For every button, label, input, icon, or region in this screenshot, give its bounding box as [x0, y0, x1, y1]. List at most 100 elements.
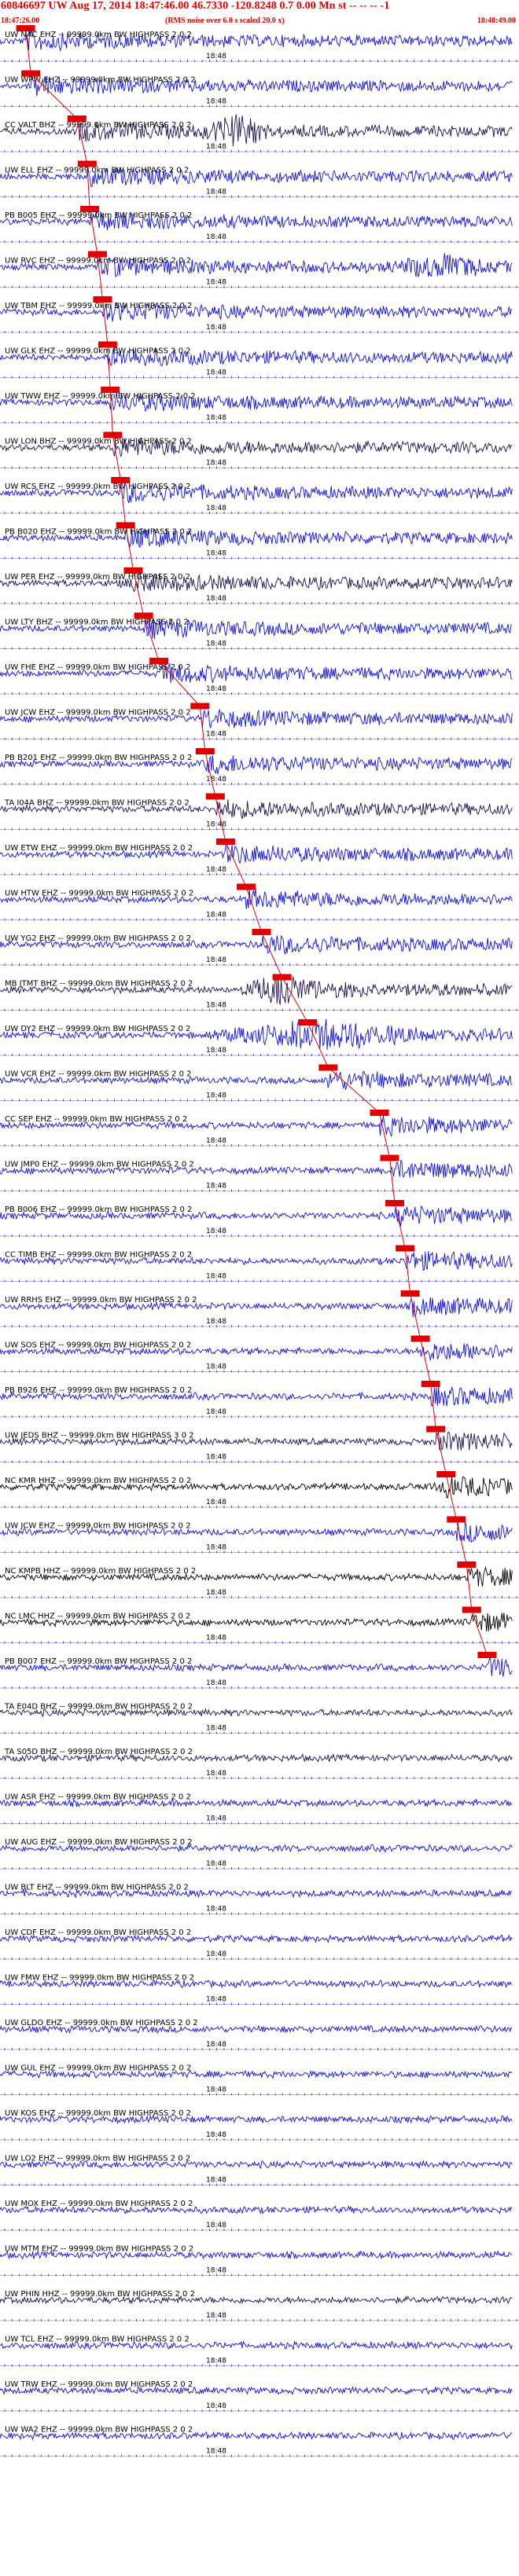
- waveform: [0, 437, 513, 457]
- minute-tick-label: 18:48: [206, 1725, 226, 1733]
- minute-tick-label: 18:48: [206, 685, 226, 693]
- trace-47: UW KOS EHZ -- 99999.0km BW HIGHPASS 2 0 …: [0, 2109, 519, 2141]
- minute-tick-label: 18:48: [206, 2177, 226, 2185]
- trace-label: UW GUL EHZ -- 99999.0km BW HIGHPASS 2 0 …: [5, 2064, 191, 2073]
- trace-label: UW YG2 EHZ -- 99999.0km BW HIGHPASS 2 0 …: [5, 934, 191, 943]
- trace-32: UW JEDS BHZ -- 99999.0km BW HIGHPASS 3 0…: [0, 1426, 519, 1463]
- trace-label: UW FHE EHZ -- 99999.0km BW HIGHPASS 2 0 …: [5, 663, 190, 672]
- trace-label: UW LTY BHZ -- 99999.0km BW HIGHPASS 2 0 …: [5, 618, 189, 627]
- waveform: [0, 30, 513, 52]
- waveform: [0, 1070, 513, 1090]
- time-start-label: 18:47:26.00: [1, 17, 40, 25]
- trace-label: UW ELL EHZ -- 99999.0km BW HIGHPASS 2 0 …: [5, 167, 189, 175]
- trace-42: UW BLT EHZ -- 99999.0km BW HIGHPASS 2 0 …: [0, 1884, 519, 1915]
- moveout-line: [25, 28, 488, 1656]
- trace-9: UW TWW EHZ -- 99999.0km BW HIGHPASS 2 0 …: [0, 387, 519, 424]
- minute-tick-label: 18:48: [206, 2358, 226, 2365]
- trace-29: UW RRHS EHZ -- 99999.0km BW HIGHPASS 2 0…: [0, 1290, 519, 1327]
- waveform: [0, 1656, 513, 1677]
- minute-tick-label: 18:48: [206, 1544, 226, 1552]
- waveform: [0, 167, 513, 188]
- trace-36: NC LMC HHZ -- 99999.0km BW HIGHPASS 2 0 …: [0, 1606, 519, 1644]
- minute-tick-label: 18:48: [206, 143, 226, 151]
- trace-20: UW HTW EHZ -- 99999.0km BW HIGHPASS 2 0 …: [0, 883, 519, 921]
- trace-label: UW NAC EHZ -- 99999.0km BW HIGHPASS 2 0 …: [5, 31, 192, 39]
- waveform: [0, 2205, 513, 2215]
- waveform: [0, 1888, 513, 1899]
- minute-tick-label: 18:48: [206, 414, 226, 422]
- minute-tick-label: 18:48: [206, 1002, 226, 1010]
- minute-tick-label: 18:48: [206, 1454, 226, 1462]
- trace-37: PB B007 EHZ -- 99999.0km BW HIGHPASS 2 0…: [0, 1652, 519, 1689]
- minute-tick-label: 18:48: [206, 912, 226, 919]
- trace-label: NC KMR HHZ -- 99999.0km BW HIGHPASS 2 0 …: [5, 1477, 191, 1485]
- minute-tick-label: 18:48: [206, 1770, 226, 1778]
- minute-tick-label: 18:48: [206, 505, 226, 512]
- minute-tick-label: 18:48: [206, 956, 226, 964]
- trace-4: UW ELL EHZ -- 99999.0km BW HIGHPASS 2 0 …: [0, 160, 519, 198]
- minute-tick-label: 18:48: [206, 1635, 226, 1642]
- trace-41: UW AUG EHZ -- 99999.0km BW HIGHPASS 2 0 …: [0, 1838, 519, 1870]
- trace-label: UW PHIN HHZ -- 99999.0km BW HIGHPASS 2 0…: [5, 2290, 195, 2299]
- trace-43: UW CDF EHZ -- 99999.0km BW HIGHPASS 2 0 …: [0, 1928, 519, 1960]
- waveform: [0, 1521, 513, 1543]
- minute-tick-label: 18:48: [206, 1227, 226, 1235]
- waveform: [0, 1708, 513, 1718]
- trace-1: UW NAC EHZ -- 99999.0km BW HIGHPASS 2 0 …: [0, 25, 519, 62]
- trace-label: UW FMW EHZ -- 99999.0km BW HIGHPASS 2 0 …: [5, 1974, 194, 1983]
- minute-tick-label: 18:48: [206, 2402, 226, 2410]
- trace-5: PB B005 EHZ -- 99999.0km BW HIGHPASS 2 0…: [0, 206, 519, 243]
- waveform: [0, 1844, 513, 1853]
- minute-tick-label: 18:48: [206, 595, 226, 603]
- trace-label: UW PER EHZ -- 99999.0km BW HIGHPASS 2 0 …: [5, 573, 190, 582]
- trace-label: PB B926 EHZ -- 99999.0km BW HIGHPASS 2 0…: [5, 1386, 192, 1395]
- trace-7: UW TBM EHZ -- 99999.0km BW HIGHPASS 2 0 …: [0, 296, 519, 333]
- trace-3: CC VALT BHZ -- 99999.0km BW HIGHPASS 2 0…: [0, 114, 519, 152]
- trace-53: UW TRW EHZ -- 99999.0km BW HIGHPASS 2 0 …: [0, 2380, 519, 2412]
- trace-18: TA I04A BHZ -- 99999.0km BW HIGHPASS 2 0…: [0, 793, 519, 831]
- trace-26: UW JMP0 EHZ -- 99999.0km BW HIGHPASS 2 0…: [0, 1154, 519, 1192]
- waveform: [0, 2386, 513, 2396]
- trace-31: PB B926 EHZ -- 99999.0km BW HIGHPASS 2 0…: [0, 1381, 519, 1418]
- trace-label: UW VCR EHZ -- 99999.0km BW HIGHPASS 2 0 …: [5, 1070, 192, 1079]
- waveform: [0, 2295, 513, 2305]
- minute-tick-label: 18:48: [206, 1408, 226, 1416]
- waveform: [0, 482, 513, 504]
- waveform: [0, 2431, 513, 2441]
- trace-label: CC VALT BHZ -- 99999.0km BW HIGHPASS 2 0…: [5, 121, 191, 130]
- minute-tick-label: 18:48: [206, 53, 226, 61]
- trace-8: UW GLK EHZ -- 99999.0km BW HIGHPASS 2 0 …: [0, 341, 519, 379]
- trace-39: TA S05D BHZ -- 99999.0km BW HIGHPASS 2 0…: [0, 1748, 519, 1779]
- trace-50: UW MTM EHZ -- 99999.0km BW HIGHPASS 2 0 …: [0, 2245, 519, 2277]
- trace-14: UW LTY BHZ -- 99999.0km BW HIGHPASS 2 0 …: [0, 612, 519, 650]
- minute-tick-label: 18:48: [206, 1047, 226, 1055]
- trace-33: NC KMR HHZ -- 99999.0km BW HIGHPASS 2 0 …: [0, 1471, 519, 1508]
- trace-label: UW LO2 EHZ -- 99999.0km BW HIGHPASS 2 0 …: [5, 2155, 190, 2163]
- trace-label: PB B020 EHZ -- 99999.0km BW HIGHPASS 2 0…: [5, 528, 192, 537]
- rms-noise-note: (RMS noise over 6.0 s scaled 20.0 x): [165, 17, 285, 25]
- trace-label: UW JMP0 EHZ -- 99999.0km BW HIGHPASS 2 0…: [5, 1161, 194, 1169]
- minute-tick-label: 18:48: [206, 1906, 226, 1914]
- trace-label: CC TIMB EHZ -- 99999.0km BW HIGHPASS 2 0…: [5, 1251, 192, 1260]
- minute-tick-label: 18:48: [206, 369, 226, 377]
- waveform: [0, 1752, 513, 1763]
- trace-15: UW FHE EHZ -- 99999.0km BW HIGHPASS 2 0 …: [0, 658, 519, 695]
- waveform: [0, 1205, 513, 1227]
- trace-40: UW ASR EHZ -- 99999.0km BW HIGHPASS 2 0 …: [0, 1793, 519, 1825]
- trace-label: PB B007 EHZ -- 99999.0km BW HIGHPASS 2 0…: [5, 1657, 192, 1666]
- waveform: [0, 2024, 513, 2035]
- trace-label: PB B005 EHZ -- 99999.0km BW HIGHPASS 2 0…: [5, 211, 192, 220]
- trace-label: MB JTMT BHZ -- 99999.0km BW HIGHPASS 2 0…: [5, 980, 193, 989]
- trace-label: TA I04A BHZ -- 99999.0km BW HIGHPASS 2 0…: [4, 799, 190, 808]
- trace-13: UW PER EHZ -- 99999.0km BW HIGHPASS 2 0 …: [0, 567, 519, 604]
- minute-tick-label: 18:48: [206, 640, 226, 648]
- trace-16: UW JCW EHZ -- 99999.0km BW HIGHPASS 2 0 …: [0, 703, 519, 740]
- trace-label: TA S05D BHZ -- 99999.0km BW HIGHPASS 2 0…: [4, 1748, 193, 1756]
- waveform: [0, 709, 513, 729]
- minute-tick-label: 18:48: [206, 2448, 226, 2456]
- minute-tick-label: 18:48: [206, 1499, 226, 1506]
- waveform: [0, 1798, 513, 1807]
- waveform: [0, 1297, 513, 1318]
- trace-38: TA E04D BHZ -- 99999.0km BW HIGHPASS 2 0…: [0, 1703, 519, 1734]
